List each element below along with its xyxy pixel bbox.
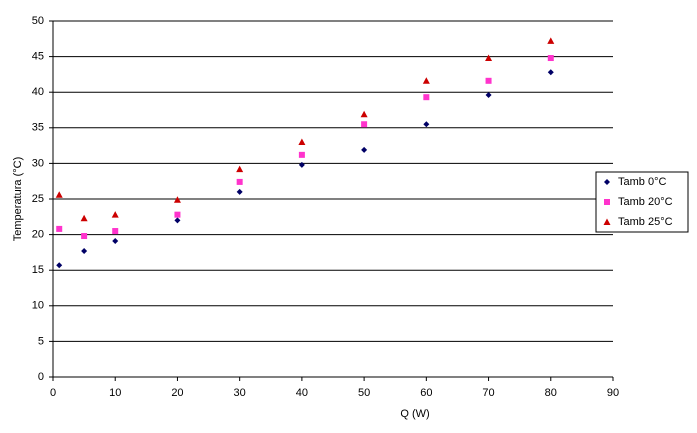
point [80, 214, 88, 222]
y-tick-label: 5 [38, 335, 44, 347]
point [547, 37, 555, 44]
point [236, 165, 244, 173]
point [236, 188, 243, 195]
point [81, 247, 88, 254]
point [547, 55, 554, 62]
legend-marker [603, 218, 611, 225]
y-tick-label: 50 [32, 15, 44, 27]
x-tick-label: 60 [420, 387, 432, 399]
point [112, 228, 119, 235]
y-tick-label: 15 [32, 264, 44, 276]
x-tick-label: 40 [296, 387, 308, 399]
point [423, 94, 430, 101]
x-tick-label: 80 [545, 387, 557, 399]
point [361, 146, 368, 153]
y-tick-label: 20 [32, 229, 44, 241]
point [174, 217, 181, 224]
legend-label: Tamb 0°C [618, 176, 666, 188]
legend-label: Tamb 20°C [618, 196, 673, 208]
x-axis-label: Q (W) [400, 408, 429, 420]
point [485, 77, 492, 84]
point [485, 92, 492, 99]
x-tick-label: 50 [358, 387, 370, 399]
point [422, 77, 430, 84]
y-tick-label: 45 [32, 51, 44, 63]
point [111, 211, 119, 218]
x-tick-label: 0 [50, 387, 56, 399]
point [298, 151, 305, 158]
point [361, 121, 368, 128]
point [298, 138, 306, 146]
point [174, 211, 181, 218]
legend-box [595, 171, 689, 233]
y-tick-label: 40 [32, 86, 44, 98]
point [360, 110, 368, 118]
point [485, 54, 493, 62]
x-tick-label: 20 [171, 387, 183, 399]
x-tick-label: 90 [607, 387, 619, 399]
y-tick-label: 25 [32, 193, 44, 205]
y-axis-label: Temperatura (°C) [12, 157, 24, 241]
point [173, 196, 181, 203]
y-tick-label: 0 [38, 371, 44, 383]
x-tick-label: 70 [482, 387, 494, 399]
point [547, 69, 554, 76]
point [56, 225, 63, 232]
point [81, 233, 88, 240]
point [56, 262, 63, 269]
legend-marker [604, 179, 610, 185]
point [55, 191, 63, 198]
x-tick-label: 30 [234, 387, 246, 399]
y-tick-label: 30 [32, 157, 44, 169]
legend-marker [604, 199, 610, 205]
point [112, 238, 119, 245]
y-tick-label: 10 [32, 300, 44, 312]
point [298, 161, 305, 168]
x-tick-label: 10 [109, 387, 121, 399]
legend-label: Tamb 25°C [618, 216, 673, 228]
point [423, 121, 430, 128]
point [236, 178, 243, 185]
y-tick-label: 35 [32, 122, 44, 134]
